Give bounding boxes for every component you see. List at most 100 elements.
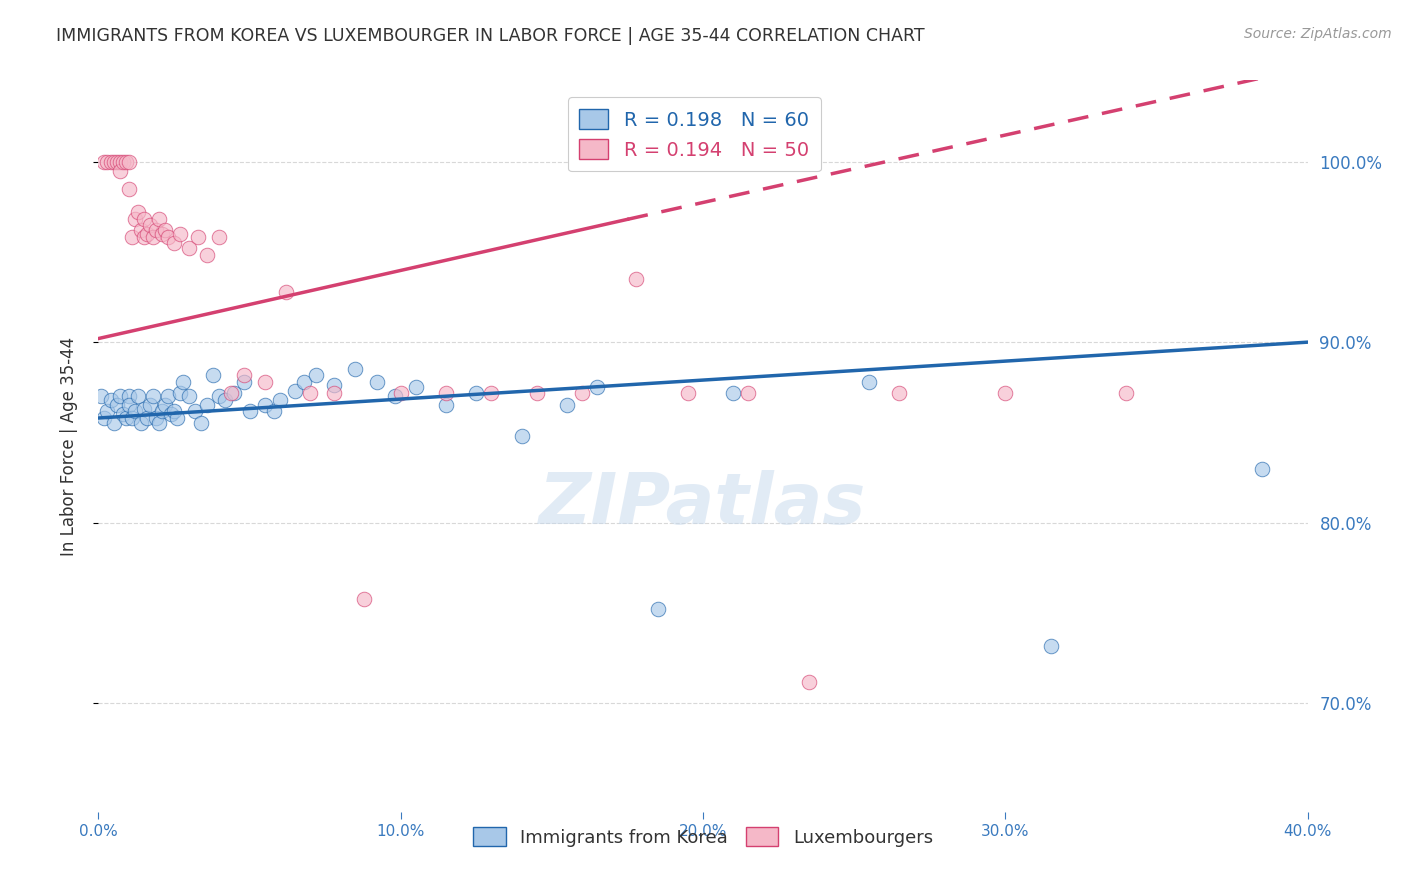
- Point: [571, 385, 593, 400]
- Point: [124, 404, 146, 418]
- Point: [118, 181, 141, 195]
- Point: [93, 411, 115, 425]
- Point: [139, 218, 162, 232]
- Point: [858, 375, 880, 389]
- Point: [156, 230, 179, 244]
- Point: [169, 227, 191, 241]
- Point: [118, 389, 141, 403]
- Point: [723, 385, 745, 400]
- Point: [163, 235, 186, 250]
- Point: [284, 384, 307, 398]
- Point: [202, 368, 225, 382]
- Point: [586, 380, 609, 394]
- Point: [647, 602, 669, 616]
- Point: [129, 417, 152, 431]
- Point: [156, 389, 179, 403]
- Point: [184, 404, 207, 418]
- Point: [384, 389, 406, 403]
- Point: [150, 227, 173, 241]
- Point: [166, 411, 188, 425]
- Point: [148, 417, 170, 431]
- Point: [179, 241, 201, 255]
- Point: [153, 223, 176, 237]
- Point: [190, 417, 212, 431]
- Point: [555, 398, 578, 412]
- Text: IMMIGRANTS FROM KOREA VS LUXEMBOURGER IN LABOR FORCE | AGE 35-44 CORRELATION CHA: IMMIGRANTS FROM KOREA VS LUXEMBOURGER IN…: [56, 27, 925, 45]
- Point: [224, 385, 246, 400]
- Point: [100, 154, 122, 169]
- Point: [111, 154, 134, 169]
- Point: [129, 223, 152, 237]
- Point: [135, 227, 157, 241]
- Text: Source: ZipAtlas.com: Source: ZipAtlas.com: [1244, 27, 1392, 41]
- Point: [353, 591, 375, 606]
- Point: [135, 411, 157, 425]
- Point: [305, 368, 328, 382]
- Point: [389, 385, 412, 400]
- Point: [127, 389, 149, 403]
- Point: [405, 380, 427, 394]
- Point: [232, 375, 254, 389]
- Point: [121, 230, 143, 244]
- Point: [195, 248, 218, 262]
- Point: [169, 385, 191, 400]
- Point: [366, 375, 388, 389]
- Point: [100, 392, 122, 407]
- Legend: Immigrants from Korea, Luxembourgers: Immigrants from Korea, Luxembourgers: [465, 820, 941, 854]
- Point: [114, 411, 136, 425]
- Point: [994, 385, 1017, 400]
- Point: [108, 163, 131, 178]
- Point: [108, 154, 131, 169]
- Point: [481, 385, 503, 400]
- Point: [269, 392, 291, 407]
- Point: [93, 154, 115, 169]
- Point: [187, 230, 209, 244]
- Point: [132, 212, 155, 227]
- Point: [344, 362, 367, 376]
- Point: [124, 212, 146, 227]
- Point: [132, 230, 155, 244]
- Point: [105, 154, 128, 169]
- Point: [172, 375, 194, 389]
- Text: ZIPatlas: ZIPatlas: [540, 470, 866, 539]
- Point: [96, 404, 118, 418]
- Point: [676, 385, 699, 400]
- Point: [150, 404, 173, 418]
- Y-axis label: In Labor Force | Age 35-44: In Labor Force | Age 35-44: [59, 336, 77, 556]
- Point: [145, 223, 167, 237]
- Point: [118, 398, 141, 412]
- Point: [179, 389, 201, 403]
- Point: [108, 389, 131, 403]
- Point: [163, 404, 186, 418]
- Point: [323, 385, 346, 400]
- Point: [127, 205, 149, 219]
- Point: [121, 411, 143, 425]
- Point: [253, 375, 276, 389]
- Point: [889, 385, 911, 400]
- Point: [232, 368, 254, 382]
- Point: [299, 385, 322, 400]
- Point: [626, 272, 648, 286]
- Point: [323, 378, 346, 392]
- Point: [139, 398, 162, 412]
- Point: [797, 674, 820, 689]
- Point: [274, 285, 297, 299]
- Point: [214, 392, 236, 407]
- Point: [90, 389, 112, 403]
- Point: [510, 429, 533, 443]
- Point: [221, 385, 243, 400]
- Point: [208, 230, 231, 244]
- Point: [103, 154, 125, 169]
- Point: [111, 408, 134, 422]
- Point: [118, 154, 141, 169]
- Point: [434, 398, 457, 412]
- Point: [1039, 639, 1062, 653]
- Point: [1115, 385, 1137, 400]
- Point: [160, 408, 183, 422]
- Point: [737, 385, 759, 400]
- Point: [96, 154, 118, 169]
- Point: [239, 404, 262, 418]
- Point: [142, 230, 165, 244]
- Point: [105, 398, 128, 412]
- Point: [114, 154, 136, 169]
